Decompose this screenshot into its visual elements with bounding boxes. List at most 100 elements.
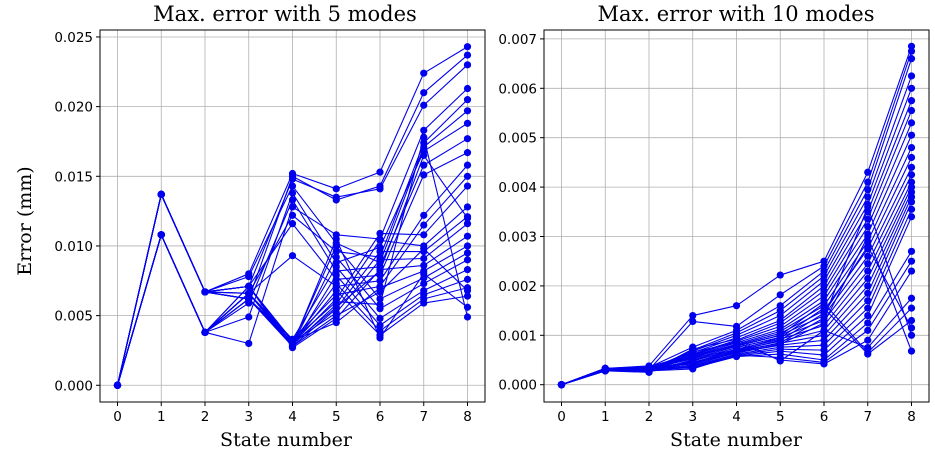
ticks: 0 1 2 3 4 5 6 7 8 0.000 0.001 0.002 0.003 0.004 0.005 0… xyxy=(498,32,915,425)
data-point xyxy=(157,231,165,239)
y-tick-label: 0.025 xyxy=(54,30,93,46)
data-point xyxy=(201,288,209,296)
data-point xyxy=(463,286,472,295)
data-point xyxy=(864,326,872,334)
data-point xyxy=(245,282,253,290)
data-point xyxy=(420,245,428,253)
data-point xyxy=(864,311,872,320)
data-point xyxy=(907,163,916,171)
data-point xyxy=(332,312,340,320)
data-point xyxy=(332,279,340,288)
data-point xyxy=(245,289,253,297)
data-point xyxy=(376,229,384,238)
data-point xyxy=(420,254,428,263)
y-axis-label: Error (mm) xyxy=(14,166,36,275)
data-point xyxy=(288,252,297,260)
x-tick-label: 0 xyxy=(557,409,566,425)
data-point xyxy=(420,69,428,77)
data-point xyxy=(907,178,916,186)
data-point xyxy=(776,340,784,348)
x-tick-label: 1 xyxy=(157,409,166,425)
data-point xyxy=(376,277,384,285)
data-point xyxy=(645,366,653,374)
data-point xyxy=(288,220,297,228)
data-point xyxy=(376,236,384,244)
data-point xyxy=(157,190,165,198)
data-point xyxy=(332,271,340,279)
data-point xyxy=(864,168,872,176)
data-point xyxy=(907,198,916,206)
data-point xyxy=(820,360,828,368)
data-point xyxy=(864,203,872,211)
x-tick-label: 8 xyxy=(463,409,472,425)
data-point xyxy=(332,298,340,306)
series-group xyxy=(557,42,916,389)
y-tick-label: 0.000 xyxy=(54,378,93,394)
data-point xyxy=(907,72,916,80)
data-point xyxy=(463,96,472,104)
data-point xyxy=(689,317,697,326)
data-point xyxy=(907,84,916,92)
data-point xyxy=(463,292,472,300)
data-point xyxy=(601,365,609,373)
data-point xyxy=(463,51,472,59)
x-tick-label: 7 xyxy=(419,409,428,425)
data-point xyxy=(113,381,122,389)
x-tick-label: 2 xyxy=(645,409,654,425)
data-point xyxy=(463,214,472,222)
data-point xyxy=(463,84,472,93)
data-point xyxy=(864,274,872,283)
x-axis-label: State number xyxy=(670,429,803,451)
data-point xyxy=(732,302,741,310)
data-point xyxy=(420,133,428,141)
data-point xyxy=(907,119,916,127)
x-tick-label: 3 xyxy=(244,409,253,425)
x-tick-label: 5 xyxy=(332,409,341,425)
data-point xyxy=(907,55,916,63)
data-point xyxy=(864,319,872,327)
data-point xyxy=(776,302,784,310)
data-point xyxy=(776,291,784,299)
data-point xyxy=(907,193,916,201)
data-point xyxy=(288,189,297,197)
data-point xyxy=(776,311,784,320)
data-point xyxy=(864,297,872,305)
data-point xyxy=(463,275,472,283)
data-point xyxy=(864,289,872,297)
data-point xyxy=(907,143,916,152)
chart-panel-5-modes: Max. error with 5 modes Error (mm) State… xyxy=(14,2,486,451)
series-group xyxy=(113,43,472,389)
data-point xyxy=(420,171,428,179)
y-tick-label: 0.003 xyxy=(498,230,537,246)
chart-panel-10-modes: Max. error with 10 modes State number 0 1… xyxy=(498,2,930,451)
data-point xyxy=(463,107,472,115)
y-tick-label: 0.020 xyxy=(54,100,93,116)
data-point xyxy=(420,279,428,288)
data-point xyxy=(689,345,697,353)
data-point xyxy=(907,267,916,275)
x-tick-label: 4 xyxy=(732,409,741,425)
x-tick-label: 4 xyxy=(288,409,297,425)
data-point xyxy=(864,242,872,250)
x-tick-label: 1 xyxy=(601,409,610,425)
data-point xyxy=(376,185,384,193)
data-point xyxy=(332,286,340,295)
ticks: 0 1 2 3 4 5 6 7 8 0.000 0.005 0.010 0.015 0.020 0.025 xyxy=(54,30,471,425)
x-tick-label: 6 xyxy=(820,409,829,425)
data-point xyxy=(689,365,697,373)
data-point xyxy=(376,267,384,275)
plot-frame xyxy=(543,29,930,403)
data-point xyxy=(820,346,828,354)
data-point xyxy=(907,247,916,255)
data-point xyxy=(776,271,784,279)
data-point xyxy=(864,336,872,344)
data-point xyxy=(907,47,916,55)
data-point xyxy=(463,249,472,257)
chart-title: Max. error with 5 modes xyxy=(153,2,417,26)
data-point xyxy=(463,172,472,180)
plot-frame xyxy=(99,29,486,403)
data-point xyxy=(907,331,916,339)
data-point xyxy=(376,256,384,264)
data-point xyxy=(463,266,472,274)
data-point xyxy=(376,300,384,309)
